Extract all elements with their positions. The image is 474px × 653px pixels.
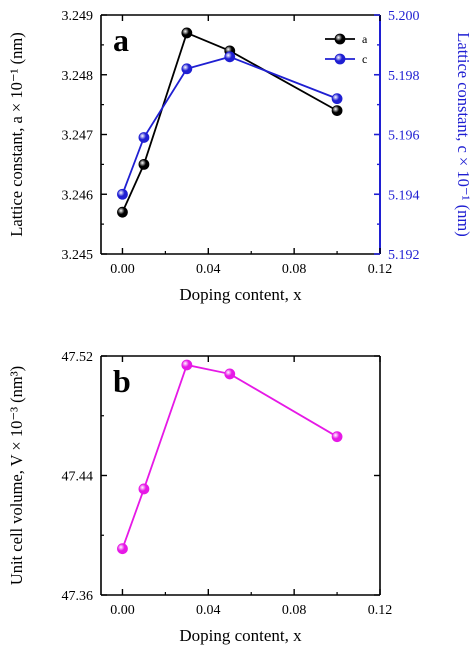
y-tick-label-right: 5.198 (388, 69, 420, 84)
y-tick-label-right: 5.196 (388, 129, 420, 144)
y-tick-label-right: 5.200 (388, 9, 420, 24)
y-tick-label-left: 3.248 (62, 69, 94, 84)
x-tick-label: 0.08 (282, 262, 307, 277)
series-volume-line (121, 363, 338, 549)
series-c-point (181, 63, 193, 75)
panel-label: b (113, 363, 131, 399)
y-axis-title-left: Unit cell volume, V × 10⁻³ (nm³) (7, 366, 26, 585)
series-c-point (224, 51, 236, 63)
series-volume-point (117, 543, 128, 555)
panel-label: a (113, 22, 129, 58)
series-volume-point (331, 431, 343, 443)
series-a-point (138, 158, 150, 170)
x-tick-label: 0.12 (368, 603, 393, 618)
series-c-point (331, 93, 343, 105)
series-c-line (121, 55, 338, 195)
y-tick-label-left: 47.36 (62, 589, 94, 604)
x-tick-label: 0.04 (196, 262, 221, 277)
y-tick-label-left: 3.245 (62, 248, 94, 263)
legend: ac (325, 32, 368, 66)
series-a-point (117, 206, 128, 218)
legend-label-c: c (362, 52, 367, 66)
y-tick-label-left: 3.246 (62, 188, 94, 203)
y-tick-label-right: 5.192 (388, 248, 420, 263)
y-tick-label-left: 3.249 (62, 9, 94, 24)
series-a-point (331, 105, 343, 116)
x-axis-title: Doping content, x (179, 626, 302, 645)
x-tick-label: 0.00 (110, 262, 135, 277)
y-tick-label-right: 5.194 (388, 188, 420, 203)
y-axis-title-left: Lattice constant, a × 10⁻¹ (nm) (7, 32, 26, 236)
series-c-point (117, 188, 128, 200)
y-tick-label-left: 3.247 (62, 129, 94, 144)
legend-marker-c (334, 53, 346, 65)
x-tick-label: 0.00 (110, 603, 135, 618)
x-axis-title: Doping content, x (179, 285, 302, 304)
x-tick-label: 0.08 (282, 603, 307, 618)
y-axis-title-right: Lattice constant, c × 10⁻¹ (nm) (454, 32, 473, 236)
series-volume-point (138, 483, 150, 495)
series-c-point (138, 132, 150, 143)
legend-label-a: a (362, 32, 368, 46)
legend-marker-a (334, 33, 346, 45)
y-tick-label-left: 47.44 (62, 470, 94, 485)
y-tick-label-left: 47.52 (62, 350, 94, 365)
chart-panel-b: 0.00 0.04 0.08 0.12 47.36 47.44 47.52 Doping co… (7, 350, 392, 645)
series-volume-point (224, 368, 236, 380)
series-a-point (181, 27, 193, 39)
x-tick-label: 0.04 (196, 603, 221, 618)
chart-panel-a: 0.00 0.04 0.08 0.12 3.245 3.246 3.247 3.248 3.24… (7, 9, 473, 304)
series-volume-point (181, 359, 193, 371)
x-tick-label: 0.12 (368, 262, 393, 277)
